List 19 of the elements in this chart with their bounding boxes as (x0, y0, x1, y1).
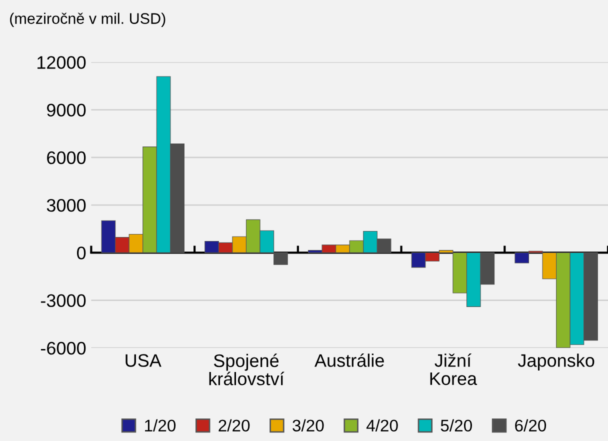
legend-label: 4/20 (366, 419, 398, 432)
legend-label: 1/20 (145, 419, 176, 432)
chart-title: (meziročně v mil. USD) (10, 12, 166, 27)
x-tick-label: Austrálie (314, 353, 384, 367)
x-tick-label: Spojené království (209, 354, 284, 386)
legend-label: 5/20 (440, 419, 472, 432)
legend-label: 3/20 (292, 419, 324, 432)
x-tick-label: USA (126, 354, 162, 367)
x-tick-label: Jižní Korea (430, 353, 478, 386)
x-tick-label: Japonsko (518, 354, 594, 370)
y-tick-label: 12000 (38, 56, 86, 69)
y-tick-label: 3000 (46, 199, 86, 212)
y-tick-label: 0 (77, 246, 86, 260)
y-tick-label: -3000 (40, 294, 86, 308)
y-tick-label: -6000 (40, 342, 86, 355)
legend-label: 2/20 (218, 419, 250, 432)
y-tick-label: 6000 (47, 151, 86, 164)
legend-label: 6/20 (515, 419, 546, 432)
y-tick-label: 9000 (47, 104, 86, 117)
